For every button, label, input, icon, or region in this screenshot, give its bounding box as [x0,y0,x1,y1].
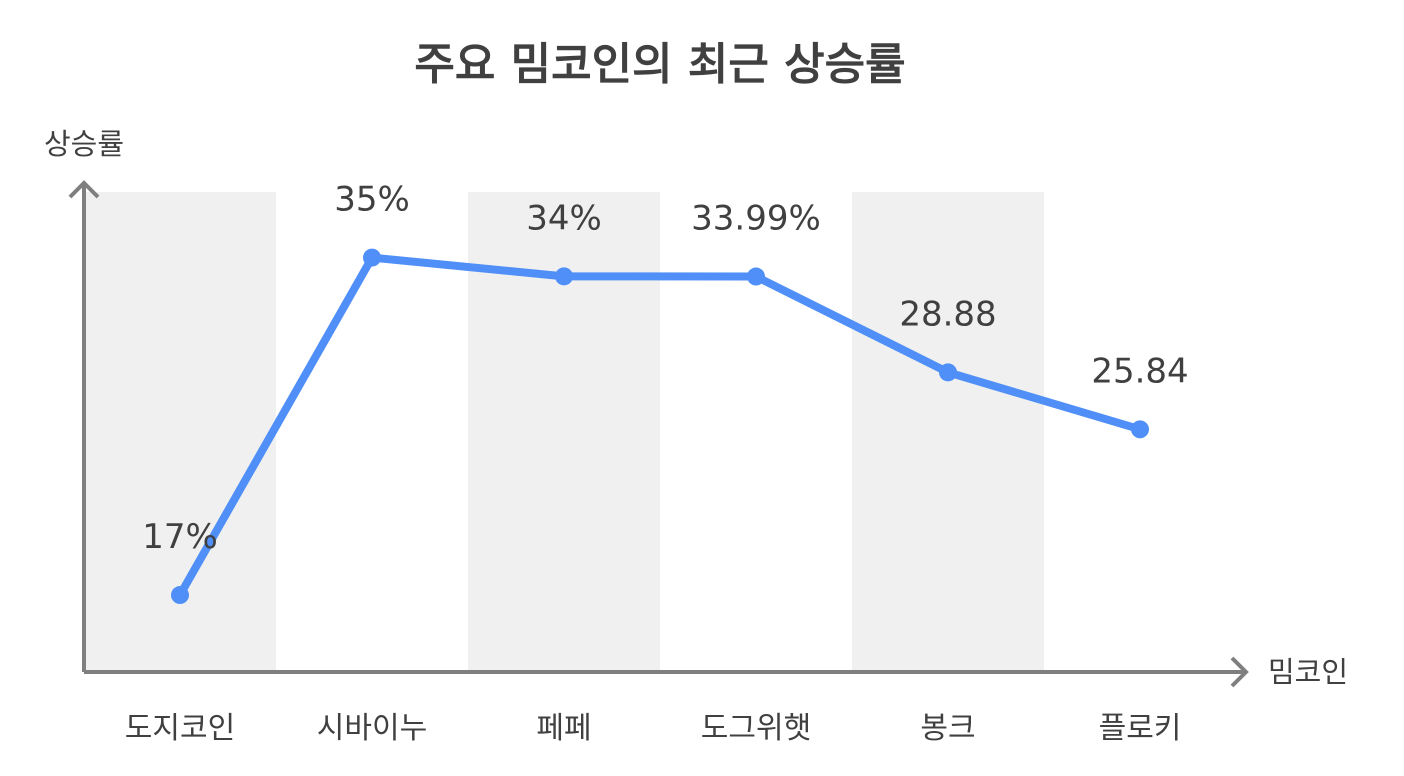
data-label: 17% [142,517,218,557]
x-tick-label: 도그위햇 [701,711,811,746]
data-label: 28.88 [899,294,996,334]
category-bands [84,192,1044,670]
series-line-group: 17% 35% 34% 33.99% 28.88 25.84 [142,180,1189,605]
data-point [1131,420,1149,439]
data-point [171,586,189,605]
data-point [363,248,381,267]
x-axis-arrow-icon [1230,656,1249,688]
axes [68,180,1249,688]
x-tick-label: 도지코인 [125,711,235,746]
x-tick-label: 봉크 [920,711,975,746]
data-label: 34% [526,198,602,238]
data-point [939,363,957,382]
data-point [555,267,573,286]
x-tick-label: 시바이누 [317,711,427,746]
data-point [747,267,765,286]
chart-title: 주요 밈코인의 최근 상승률 [414,39,905,90]
data-label: 35% [334,180,410,220]
category-band [468,192,660,670]
series-line [176,253,1144,600]
data-label: 25.84 [1091,351,1188,391]
y-axis-arrow-icon [68,180,100,199]
x-tick-labels: 도지코인 시바이누 페페 도그위햇 봉크 플로키 [125,711,1182,746]
x-tick-label: 플로키 [1099,711,1182,746]
data-label: 33.99% [691,199,821,239]
category-band [852,192,1044,670]
x-axis-label: 밈코인 [1268,655,1348,689]
x-tick-label: 페페 [536,711,591,746]
y-axis-label: 상승률 [44,127,124,161]
